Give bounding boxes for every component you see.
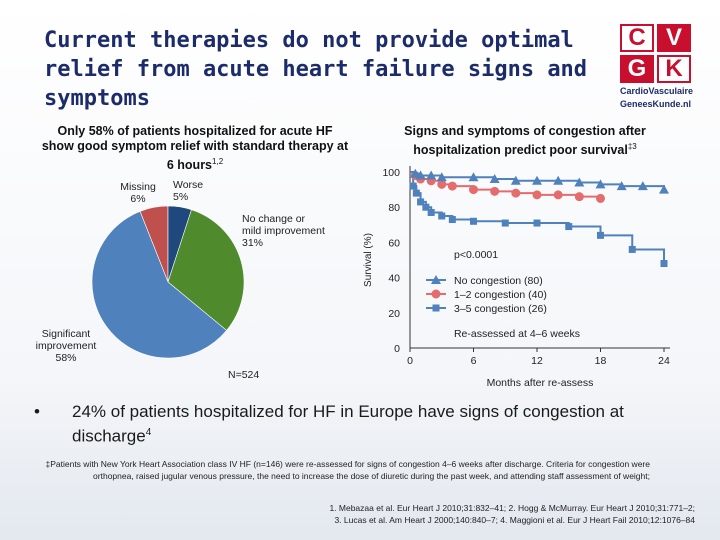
series-3-5-congestion-legend-label: 3–5 congestion (26) <box>454 303 547 315</box>
series-no-congestion-legend-label: No congestion (80) <box>454 275 543 287</box>
pie-slice-no-change-label: No change or <box>242 213 306 225</box>
series-3-5-congestion-point <box>470 217 477 225</box>
series-no-congestion-point <box>415 170 426 180</box>
logo-text-line2: GeneesKunde.nl <box>620 99 692 109</box>
y-tick-label: 40 <box>388 273 400 285</box>
cvgk-logo: C V G K CardioVasculaire GeneesKunde.nl <box>620 24 694 109</box>
series-3-5-congestion-point <box>533 219 541 227</box>
series-no-congestion-point <box>468 172 479 182</box>
x-tick-label: 18 <box>595 355 607 367</box>
pie-slice-missing-label: Missing <box>120 181 156 193</box>
series-1-2-congestion-point <box>532 190 542 200</box>
series-1-2-congestion-point <box>447 181 457 191</box>
series-no-congestion-point <box>637 181 648 191</box>
logo-letter-c: C <box>620 24 654 52</box>
series-1-2-congestion-legend-marker <box>431 289 441 299</box>
pie-sample-size: N=524 <box>228 369 259 381</box>
reference-line-2: 3. Lucas et al. Am Heart J 2000;140:840–… <box>334 515 695 525</box>
series-3-5-congestion-point <box>448 216 456 224</box>
pie-slice-worse-label: Worse <box>173 179 203 191</box>
x-tick-label: 24 <box>658 355 670 367</box>
references: 1. Mebazaa et al. Eur Heart J 2010;31:83… <box>200 502 695 526</box>
series-1-2-congestion-point <box>574 192 584 202</box>
series-3-5-congestion-point <box>412 189 420 197</box>
x-tick-label: 0 <box>407 355 413 367</box>
y-tick-label: 0 <box>394 343 400 355</box>
series-3-5-congestion-point <box>427 208 435 216</box>
survival-chart-header: Signs and symptoms of congestion after h… <box>370 124 680 158</box>
series-3-5-congestion-point <box>628 245 636 253</box>
series-no-congestion-point <box>595 179 606 189</box>
reassessment-note: Re-assessed at 4–6 weeks <box>454 328 580 340</box>
logo-letter-k: K <box>657 55 691 83</box>
series-3-5-congestion-point <box>597 231 604 239</box>
series-no-congestion-point <box>410 168 421 178</box>
reference-line-1: 1. Mebazaa et al. Eur Heart J 2010;31:83… <box>329 503 695 513</box>
pie-slice-no-change-label: mild improvement <box>242 225 325 237</box>
series-1-2-congestion-point <box>490 186 500 196</box>
series-1-2-congestion-point <box>437 179 447 189</box>
footnote: ‡Patients with New York Heart Associatio… <box>45 459 650 481</box>
pie-chart-header-text: Only 58% of patients hospitalized for ac… <box>41 124 349 173</box>
pie-slice-no-change <box>167 209 245 331</box>
pie-slice-significant-label: improvement <box>36 340 97 352</box>
series-no-congestion-legend-marker <box>431 275 441 284</box>
y-tick-label: 20 <box>388 308 400 320</box>
pie-slice-worse-label: 5% <box>173 191 188 203</box>
y-tick-label: 100 <box>382 167 400 179</box>
y-tick-label: 60 <box>388 237 400 249</box>
series-3-5-congestion-point <box>409 182 417 190</box>
logo-text-line1: CardioVasculaire <box>620 86 694 96</box>
series-no-congestion-point <box>659 184 669 194</box>
p-value-annotation: p<0.0001 <box>454 249 498 261</box>
survival-chart-header-ref: ‡3 <box>627 142 637 151</box>
series-1-2-congestion-point <box>553 190 563 200</box>
series-1-2-congestion-point <box>511 188 521 198</box>
series-no-congestion-point <box>510 175 521 185</box>
bullet-text: 24% of patients hospitalized for HF in E… <box>72 402 624 446</box>
x-axis-label: Months after re-assess <box>487 377 594 389</box>
y-tick-label: 80 <box>388 202 400 214</box>
series-1-2-congestion-point <box>469 185 478 195</box>
y-axis-label: Survival (%) <box>363 233 374 287</box>
survival-chart-header-text: Signs and symptoms of congestion after h… <box>404 124 646 158</box>
series-no-congestion-point <box>574 177 585 187</box>
series-3-5-congestion-point <box>417 198 425 206</box>
series-no-congestion-point <box>532 175 542 185</box>
pie-slice-significant <box>91 210 227 359</box>
bullet-dot-icon: • <box>34 402 40 421</box>
series-1-2-congestion-legend-label: 1–2 congestion (40) <box>454 289 547 301</box>
series-3-5-congestion-point <box>660 260 668 268</box>
pie-slice-missing-label: 6% <box>130 193 145 205</box>
series-no-congestion-point <box>553 175 564 185</box>
pie-chart-header: Only 58% of patients hospitalized for ac… <box>40 124 350 173</box>
series-no-congestion-point <box>616 181 627 191</box>
pie-chart-header-ref: 1,2 <box>212 157 224 166</box>
series-no-congestion-point <box>436 172 447 182</box>
series-no-congestion-point <box>426 170 437 180</box>
series-3-5-congestion-point <box>565 223 573 231</box>
series-3-5-congestion-point <box>438 212 446 220</box>
pie-slice-significant-label: Significant <box>42 328 91 340</box>
series-1-2-congestion-point <box>596 193 605 203</box>
congestion-bullet: • 24% of patients hospitalized for HF in… <box>34 401 674 447</box>
series-3-5-congestion-point <box>501 219 509 227</box>
x-tick-label: 12 <box>531 355 543 367</box>
slide-title: Current therapies do not provide optimal… <box>44 28 588 111</box>
x-tick-label: 6 <box>471 355 477 367</box>
pie-slice-no-change-label: 31% <box>242 237 263 249</box>
series-3-5-congestion-legend-marker <box>432 304 440 312</box>
logo-letter-g: G <box>620 55 654 83</box>
series-3-5-congestion-point <box>422 203 430 211</box>
series-no-congestion-point <box>489 174 500 184</box>
pie-slice-significant-label: 58% <box>55 352 76 364</box>
logo-letter-v: V <box>657 24 691 52</box>
bullet-ref: 4 <box>145 427 152 438</box>
